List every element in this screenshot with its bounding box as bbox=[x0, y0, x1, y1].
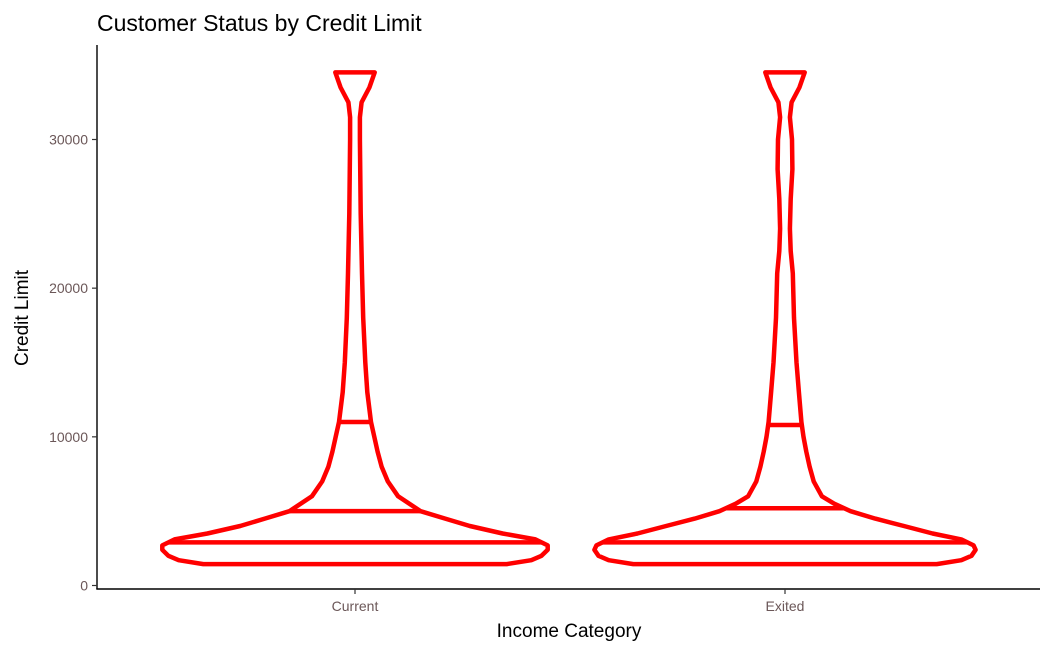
x-tick-label: Exited bbox=[766, 598, 805, 614]
y-axis-ticks: 0 10000 20000 30000 bbox=[49, 132, 97, 594]
x-axis-ticks: Current Exited bbox=[332, 589, 805, 614]
violin-group bbox=[160, 70, 978, 567]
y-tick-label: 0 bbox=[80, 578, 88, 594]
y-tick-label: 10000 bbox=[49, 429, 88, 445]
y-axis-label: Credit Limit bbox=[12, 269, 33, 366]
violin-current bbox=[160, 70, 550, 567]
violin-exited bbox=[592, 70, 978, 567]
plot-area: 0 10000 20000 30000 Current Exited bbox=[49, 45, 1040, 614]
x-tick-label: Current bbox=[332, 598, 379, 614]
y-tick-label: 20000 bbox=[49, 280, 88, 296]
y-tick-label: 30000 bbox=[49, 132, 88, 148]
x-axis-label: Income Category bbox=[497, 621, 642, 642]
chart-title: Customer Status by Credit Limit bbox=[97, 10, 422, 36]
